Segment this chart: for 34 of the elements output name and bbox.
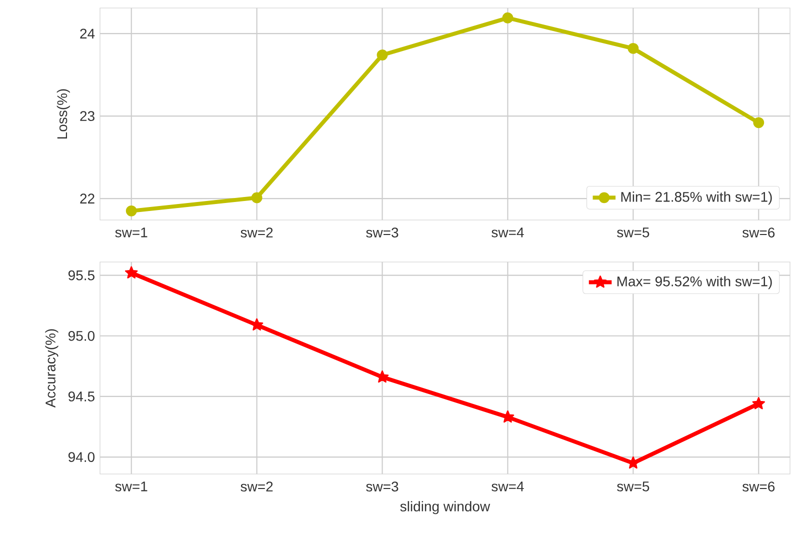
x-tick-label: sw=3 <box>366 482 398 492</box>
x-tick-label: sw=3 <box>366 228 398 238</box>
x-tick-label: sw=2 <box>240 482 273 492</box>
point <box>250 318 264 331</box>
y-tick-label: 23 <box>80 111 94 122</box>
point <box>124 266 138 278</box>
y-axis-title: Accuracy(%) <box>45 329 58 408</box>
y-axis-title: Loss(%) <box>56 89 70 139</box>
x-tick-label: sw=2 <box>240 228 273 238</box>
legend-label: Max= 95.52% with sw=1) <box>617 276 772 290</box>
x-tick-label: sw=5 <box>617 482 650 492</box>
y-tick-label: 94.0 <box>68 452 95 462</box>
y-tick-label: 95.5 <box>68 270 94 280</box>
x-tick-label: sw=1 <box>115 482 148 492</box>
x-tick-label: sw=4 <box>492 482 524 492</box>
point <box>502 12 514 24</box>
x-tick-label: sw=6 <box>742 228 775 238</box>
y-tick-label: 95.0 <box>68 330 95 341</box>
point <box>753 117 764 128</box>
point <box>251 192 262 204</box>
y-tick-label: 94.5 <box>68 392 94 402</box>
legend-label: Min= 21.85% with sw=1) <box>621 192 772 205</box>
y-tick-label: 22 <box>80 194 94 204</box>
x-tick-label: sw=4 <box>492 228 524 238</box>
y-tick-label: 24 <box>80 28 95 38</box>
x-tick-label: sw=5 <box>617 228 650 238</box>
point <box>628 42 639 54</box>
x-axis-title: sliding window <box>400 501 490 514</box>
x-tick-label: sw=6 <box>742 482 775 492</box>
x-tick-label: sw=1 <box>115 228 148 238</box>
point <box>126 205 137 216</box>
point <box>752 397 766 410</box>
point <box>376 370 389 383</box>
point <box>376 50 388 60</box>
